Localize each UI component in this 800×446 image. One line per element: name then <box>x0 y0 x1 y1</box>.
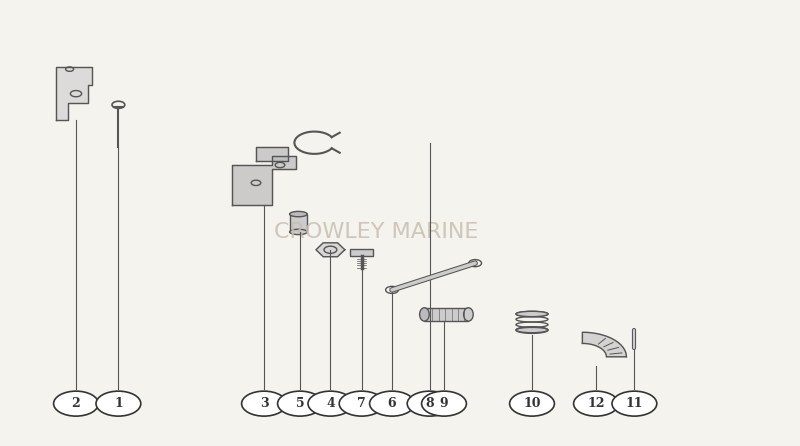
Text: 1: 1 <box>114 397 122 410</box>
Bar <box>290 214 307 232</box>
Ellipse shape <box>516 326 548 334</box>
Circle shape <box>574 391 618 416</box>
Ellipse shape <box>290 211 307 217</box>
Text: 4: 4 <box>326 397 334 410</box>
Text: 11: 11 <box>626 397 643 410</box>
Bar <box>425 308 469 321</box>
Text: 6: 6 <box>388 397 396 410</box>
Polygon shape <box>56 67 92 120</box>
Circle shape <box>96 391 141 416</box>
Ellipse shape <box>516 311 548 317</box>
Bar <box>350 249 373 256</box>
Circle shape <box>510 391 554 416</box>
Text: 7: 7 <box>358 397 366 410</box>
Text: 12: 12 <box>587 397 605 410</box>
Ellipse shape <box>464 308 474 321</box>
Polygon shape <box>232 156 296 205</box>
Ellipse shape <box>290 229 307 235</box>
Circle shape <box>386 286 398 293</box>
Text: 2: 2 <box>72 397 80 410</box>
Circle shape <box>612 391 657 416</box>
Circle shape <box>407 391 452 416</box>
Text: 10: 10 <box>523 397 541 410</box>
Polygon shape <box>316 243 345 257</box>
Polygon shape <box>256 147 288 161</box>
Polygon shape <box>582 332 626 357</box>
Text: CROWLEY MARINE: CROWLEY MARINE <box>274 222 478 242</box>
Circle shape <box>339 391 384 416</box>
Ellipse shape <box>420 308 430 321</box>
Circle shape <box>370 391 414 416</box>
Circle shape <box>308 391 353 416</box>
Circle shape <box>54 391 98 416</box>
Text: 9: 9 <box>440 397 448 410</box>
Circle shape <box>469 260 482 267</box>
Text: 8: 8 <box>426 397 434 410</box>
Text: 3: 3 <box>260 397 268 410</box>
Circle shape <box>242 391 286 416</box>
Text: 5: 5 <box>296 397 304 410</box>
Circle shape <box>278 391 322 416</box>
Circle shape <box>422 391 466 416</box>
